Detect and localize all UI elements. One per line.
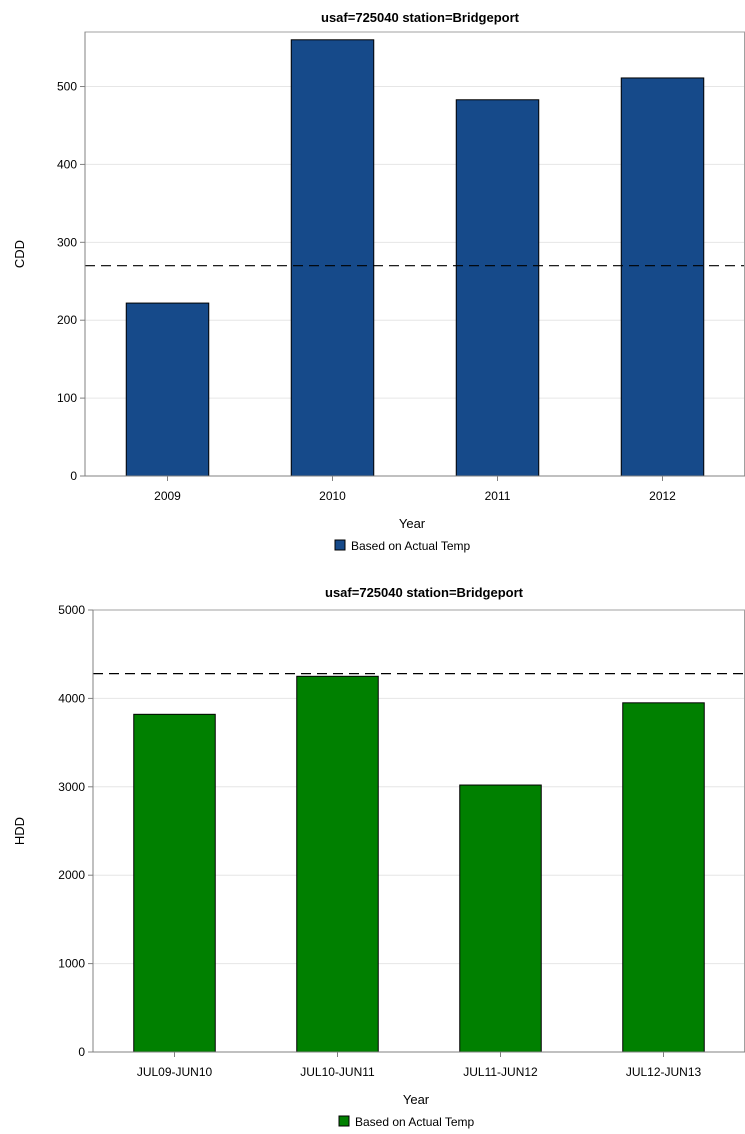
x-tick-label: 2010: [319, 489, 346, 503]
bar-2012: [620, 77, 705, 477]
y-tick-label: 0: [78, 1045, 85, 1059]
y-tick-label: 300: [57, 235, 77, 249]
x-tick-label: JUL12-JUN13: [626, 1065, 702, 1079]
legend-label: Based on Actual Temp: [351, 539, 471, 553]
x-axis-label: Year: [399, 516, 426, 531]
chart-panel-2: usaf=725040 station=Bridgeport 0 1000 2000 3…: [12, 585, 745, 1129]
x-tick-label: 2009: [154, 489, 181, 503]
chart-title: usaf=725040 station=Bridgeport: [325, 585, 524, 600]
bar-2010: [290, 39, 375, 477]
y-tick-label: 500: [57, 80, 77, 94]
chart-title: usaf=725040 station=Bridgeport: [321, 10, 520, 25]
y-axis-label: CDD: [12, 240, 27, 268]
x-tick-label: 2011: [485, 489, 511, 503]
y-tick-label: 4000: [58, 691, 85, 705]
x-axis-label: Year: [403, 1092, 430, 1107]
y-tick-label: 400: [57, 157, 77, 171]
x-tick-label: JUL09-JUN10: [137, 1065, 213, 1079]
y-tick-label: 200: [57, 313, 77, 327]
bar-JUL12-JUN13: [622, 702, 705, 1053]
legend-swatch: [338, 1115, 350, 1127]
y-tick-label: 100: [57, 391, 77, 405]
bar-2009: [125, 302, 210, 477]
legend: Based on Actual Temp: [338, 1115, 475, 1129]
y-axis-label: HDD: [12, 817, 27, 845]
bar-JUL10-JUN11: [296, 675, 379, 1053]
bar-JUL11-JUN12: [459, 784, 542, 1053]
y-tick-label: 2000: [58, 868, 85, 882]
legend-swatch: [334, 539, 346, 551]
x-tick-label: 2012: [649, 489, 676, 503]
y-tick-label: 1000: [58, 957, 85, 971]
x-tick-label: JUL11-JUN12: [463, 1065, 538, 1079]
legend-label: Based on Actual Temp: [355, 1115, 475, 1129]
chart-panel-1: usaf=725040 station=Bridgeport 0 100 200 300…: [12, 10, 745, 553]
y-tick-label: 0: [70, 469, 77, 483]
y-tick-label: 5000: [58, 603, 85, 617]
y-tick-label: 3000: [58, 780, 85, 794]
bar-2011: [455, 99, 540, 477]
legend: Based on Actual Temp: [334, 539, 471, 553]
bar-JUL09-JUN10: [133, 713, 216, 1053]
x-tick-label: JUL10-JUN11: [300, 1065, 375, 1079]
